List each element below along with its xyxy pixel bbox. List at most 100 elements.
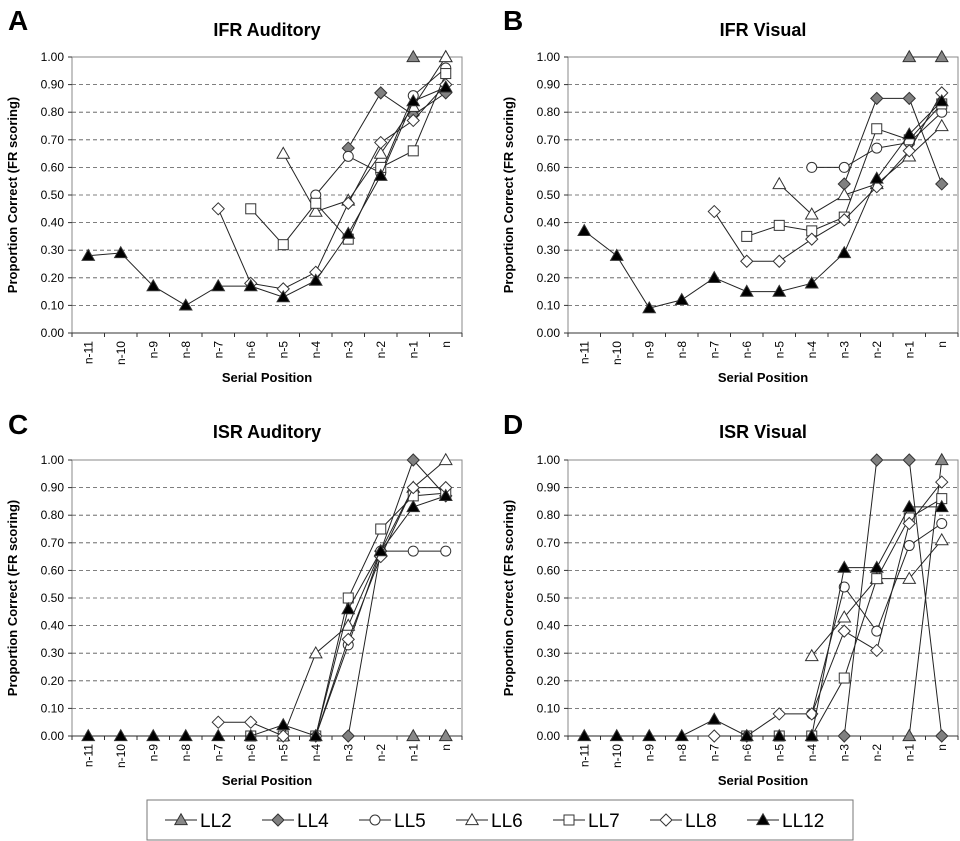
y-tick-label: 0.80 xyxy=(41,508,65,522)
data-point xyxy=(211,202,225,216)
legend-label: LL2 xyxy=(200,811,232,832)
data-point xyxy=(243,278,258,292)
data-point xyxy=(772,176,787,190)
data-point xyxy=(936,517,948,529)
x-tick-label: n xyxy=(935,744,949,751)
legend-label: LL4 xyxy=(297,811,329,832)
data-point xyxy=(406,499,421,513)
data-point xyxy=(374,135,388,150)
x-tick-label: n-8 xyxy=(675,744,689,762)
legend-marker xyxy=(464,812,480,826)
y-tick-label: 0.70 xyxy=(41,133,65,147)
data-point xyxy=(374,86,388,100)
x-tick-label: n-10 xyxy=(610,744,624,768)
series-line xyxy=(583,100,943,309)
legend-item-ll4: LL4 xyxy=(262,811,329,832)
data-point xyxy=(805,232,819,246)
y-tick-label: 0.30 xyxy=(537,646,561,660)
data-point xyxy=(438,452,453,466)
series-ll8 xyxy=(707,86,949,268)
data-point xyxy=(577,728,592,742)
series-ll2 xyxy=(902,49,949,63)
x-tick-label: n-8 xyxy=(179,341,193,359)
series-line xyxy=(282,459,447,737)
y-axis-label: Proportion Correct (FR scoring) xyxy=(501,500,516,696)
data-point xyxy=(902,144,916,158)
y-tick-label: 0.30 xyxy=(41,646,65,660)
x-tick-label: n-4 xyxy=(805,744,819,762)
data-point xyxy=(772,254,786,268)
x-tick-label: n-4 xyxy=(309,744,323,762)
series-ll2 xyxy=(406,728,453,742)
x-tick-label: n-4 xyxy=(309,341,323,359)
series-line xyxy=(250,492,446,737)
data-point xyxy=(902,571,917,584)
data-point xyxy=(871,123,883,135)
data-point xyxy=(308,728,323,742)
panel-letter: C xyxy=(8,409,28,440)
panel-title: ISR Auditory xyxy=(213,422,321,442)
x-tick-label: n-9 xyxy=(146,341,160,359)
data-point xyxy=(609,248,624,261)
data-point xyxy=(935,729,949,743)
x-tick-label: n-9 xyxy=(642,744,656,762)
data-point xyxy=(113,728,128,742)
data-point xyxy=(838,581,850,593)
legend-item-ll7: LL7 xyxy=(553,811,620,832)
y-tick-label: 0.40 xyxy=(41,216,65,230)
data-point xyxy=(837,624,851,638)
legend: LL2 LL4 LL5 LL6 LL7 LL8 LL12 xyxy=(146,799,854,841)
x-tick-label: n-6 xyxy=(244,341,258,359)
panel-letter: D xyxy=(503,409,523,440)
data-point xyxy=(113,245,128,259)
data-point xyxy=(707,729,721,743)
series-ll7 xyxy=(245,487,452,742)
y-tick-label: 0.30 xyxy=(41,243,65,257)
y-tick-label: 0.10 xyxy=(41,701,65,715)
series-ll5 xyxy=(310,545,452,742)
y-tick-label: 0.30 xyxy=(537,243,561,257)
data-point xyxy=(341,632,355,647)
x-tick-label: n-10 xyxy=(114,341,128,365)
data-point xyxy=(146,278,161,292)
data-point xyxy=(870,643,884,658)
data-point xyxy=(276,146,291,159)
panel-title: IFR Auditory xyxy=(213,20,320,40)
x-axis-label: Serial Position xyxy=(718,773,808,788)
series-ll4 xyxy=(341,86,453,155)
x-tick-label: n-11 xyxy=(81,341,95,364)
legend-label: LL6 xyxy=(491,811,523,832)
panel-letter: A xyxy=(8,5,28,36)
data-point xyxy=(341,729,355,743)
series-ll8 xyxy=(707,475,949,743)
data-point xyxy=(871,573,883,585)
x-tick-label: n-10 xyxy=(610,341,624,365)
data-point xyxy=(81,248,96,261)
data-point xyxy=(245,203,257,215)
data-point xyxy=(739,728,754,742)
data-point xyxy=(902,453,916,467)
data-point xyxy=(407,545,419,557)
data-point xyxy=(902,127,917,140)
data-point xyxy=(277,239,289,251)
data-point xyxy=(707,270,722,283)
data-point xyxy=(406,93,421,107)
data-point xyxy=(308,273,323,286)
data-point xyxy=(341,618,356,631)
x-tick-label: n xyxy=(439,341,453,348)
x-tick-label: n-8 xyxy=(675,341,689,359)
data-point xyxy=(211,728,226,742)
y-tick-label: 0.50 xyxy=(537,591,561,605)
legend-label: LL12 xyxy=(782,811,824,832)
series-ll7 xyxy=(245,68,452,251)
data-point xyxy=(375,523,387,535)
x-axis-label: Serial Position xyxy=(222,370,312,385)
data-point xyxy=(934,118,949,132)
legend-marker xyxy=(173,812,189,826)
y-tick-label: 1.00 xyxy=(537,50,561,64)
x-tick-label: n-5 xyxy=(772,341,786,359)
x-tick-label: n-9 xyxy=(642,341,656,359)
data-point xyxy=(406,480,420,495)
y-tick-label: 0.00 xyxy=(41,326,65,340)
y-tick-label: 0.90 xyxy=(537,481,561,495)
